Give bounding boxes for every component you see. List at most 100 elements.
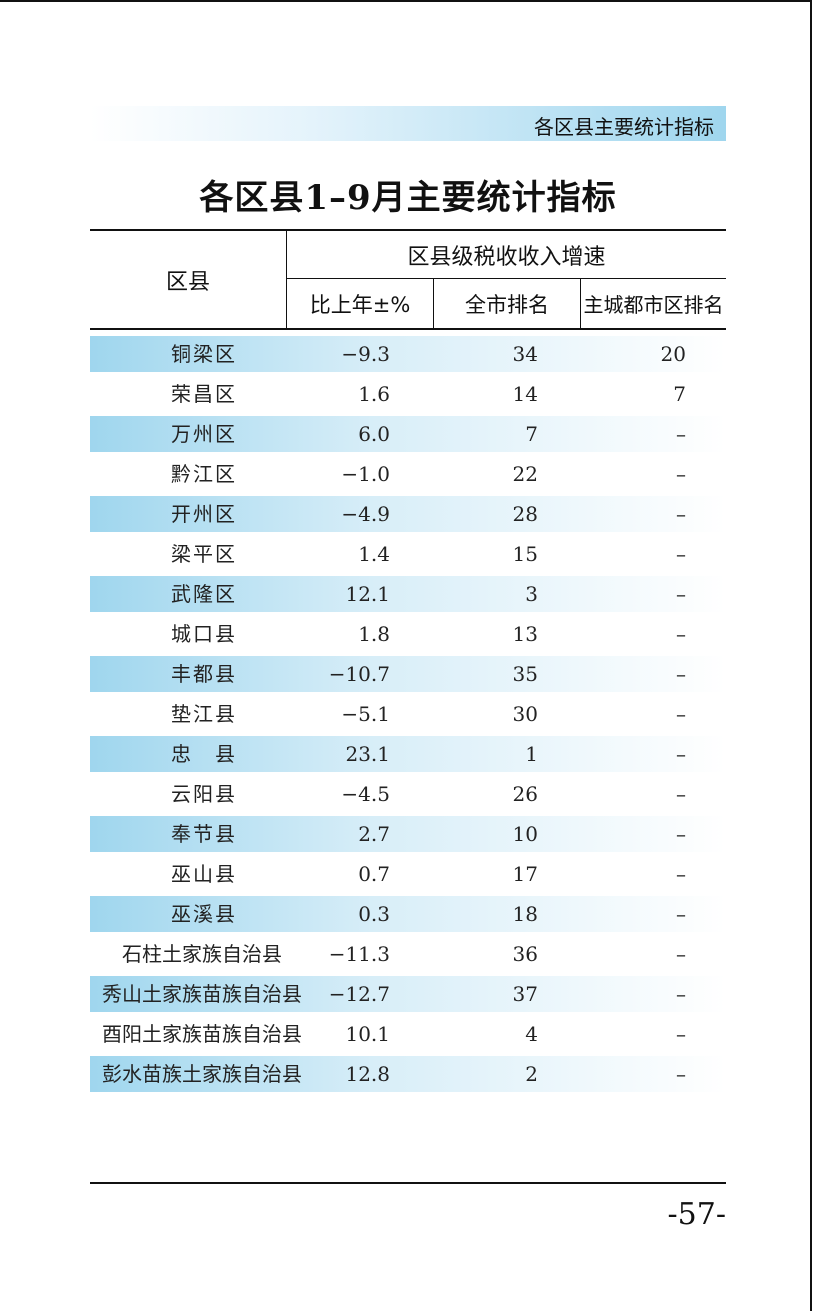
- table-row: 荣昌区 1.6 14 7: [90, 376, 726, 412]
- table-row: 酉阳土家族苗族自治县 10.1 4 –: [90, 1016, 726, 1052]
- main-rank-value: –: [676, 422, 686, 446]
- table-row: 丰都县 −10.7 35 –: [90, 656, 726, 692]
- pct-change-value: 10.1: [345, 1022, 390, 1046]
- region-name: 忠 县: [171, 742, 237, 766]
- page-title: 各区县1–9月主要统计指标: [199, 178, 617, 218]
- pct-change-value: 1.8: [358, 622, 390, 646]
- city-rank-value: 13: [512, 622, 538, 646]
- main-rank-value: –: [676, 1022, 686, 1046]
- main-rank-value: 20: [660, 342, 686, 366]
- main-rank-value: –: [676, 542, 686, 566]
- pct-change-value: −4.9: [341, 502, 390, 526]
- table-row: 万州区 6.0 7 –: [90, 416, 726, 452]
- main-rank-value: –: [676, 462, 686, 486]
- region-name: 黔江区: [171, 462, 237, 486]
- city-rank-value: 3: [525, 582, 538, 606]
- table-row: 黔江区 −1.0 22 –: [90, 456, 726, 492]
- city-rank-value: 30: [512, 702, 538, 726]
- pct-change-value: −9.3: [341, 342, 390, 366]
- city-rank-value: 10: [512, 822, 538, 846]
- region-name: 石柱土家族自治县: [122, 942, 282, 966]
- main-rank-value: –: [676, 662, 686, 686]
- region-name: 万州区: [171, 422, 237, 446]
- city-rank-value: 2: [525, 1062, 538, 1086]
- region-name: 丰都县: [171, 662, 237, 686]
- running-header: 各区县主要统计指标: [534, 115, 714, 139]
- city-rank-value: 17: [512, 862, 538, 886]
- running-header-band: 各区县主要统计指标: [90, 106, 726, 141]
- pct-change-value: 6.0: [358, 422, 390, 446]
- region-name: 梁平区: [171, 542, 237, 566]
- city-rank-value: 37: [512, 982, 538, 1006]
- main-rank-value: –: [676, 702, 686, 726]
- table-row: 城口县 1.8 13 –: [90, 616, 726, 652]
- table-row: 巫山县 0.7 17 –: [90, 856, 726, 892]
- city-rank-value: 1: [525, 742, 538, 766]
- table-row: 忠 县 23.1 1 –: [90, 736, 726, 772]
- table-row: 铜梁区 −9.3 34 20: [90, 336, 726, 372]
- table-row: 云阳县 −4.5 26 –: [90, 776, 726, 812]
- main-rank-value: –: [676, 862, 686, 886]
- pct-change-value: −12.7: [328, 982, 390, 1006]
- pct-change-value: −10.7: [328, 662, 390, 686]
- main-rank-value: –: [676, 622, 686, 646]
- city-rank-value: 14: [512, 382, 538, 406]
- table-row: 石柱土家族自治县 −11.3 36 –: [90, 936, 726, 972]
- table-row: 梁平区 1.4 15 –: [90, 536, 726, 572]
- region-name: 秀山土家族苗族自治县: [102, 982, 302, 1006]
- city-rank-value: 26: [512, 782, 538, 806]
- table-header: 区县 区县级税收收入增速 比上年±% 全市排名 主城都市区排名: [90, 229, 726, 330]
- header-city-rank: 全市排名: [434, 279, 581, 328]
- region-name: 武隆区: [171, 582, 237, 606]
- main-rank-value: –: [676, 582, 686, 606]
- pct-change-value: 1.6: [358, 382, 390, 406]
- city-rank-value: 35: [512, 662, 538, 686]
- city-rank-value: 7: [525, 422, 538, 446]
- city-rank-value: 4: [525, 1022, 538, 1046]
- region-name: 巫溪县: [171, 902, 237, 926]
- table-row: 巫溪县 0.3 18 –: [90, 896, 726, 932]
- pct-change-value: 12.1: [345, 582, 390, 606]
- main-rank-value: –: [676, 902, 686, 926]
- region-name: 云阳县: [171, 782, 237, 806]
- pct-change-value: 12.8: [345, 1062, 390, 1086]
- region-name: 巫山县: [171, 862, 237, 886]
- region-name: 垫江县: [171, 702, 237, 726]
- main-rank-value: –: [676, 982, 686, 1006]
- pct-change-value: −11.3: [328, 942, 390, 966]
- table-row: 秀山土家族苗族自治县 −12.7 37 –: [90, 976, 726, 1012]
- main-rank-value: –: [676, 942, 686, 966]
- footer-rule: [90, 1182, 726, 1184]
- region-name: 开州区: [171, 502, 237, 526]
- table-body: 铜梁区 −9.3 34 20 荣昌区 1.6 14 7 万州区 6.0 7– 黔江区 −1.0 22– 开州…: [90, 336, 726, 1096]
- table-row: 武隆区 12.1 3 –: [90, 576, 726, 612]
- main-rank-value: 7: [673, 382, 686, 406]
- pct-change-value: 0.7: [358, 862, 390, 886]
- region-name: 荣昌区: [171, 382, 237, 406]
- city-rank-value: 22: [512, 462, 538, 486]
- region-name: 酉阳土家族苗族自治县: [102, 1022, 302, 1046]
- city-rank-value: 36: [512, 942, 538, 966]
- pct-change-value: −5.1: [341, 702, 390, 726]
- main-rank-value: –: [676, 742, 686, 766]
- region-name: 城口县: [171, 622, 237, 646]
- page-number: -57-: [667, 1197, 726, 1232]
- region-name: 彭水苗族土家族自治县: [102, 1062, 302, 1086]
- pct-change-value: 2.7: [358, 822, 390, 846]
- main-rank-value: –: [676, 1062, 686, 1086]
- header-main-rank: 主城都市区排名: [583, 293, 724, 317]
- city-rank-value: 34: [512, 342, 538, 366]
- region-name: 奉节县: [171, 822, 237, 846]
- region-name: 铜梁区: [171, 342, 237, 366]
- pct-change-value: 23.1: [345, 742, 390, 766]
- header-region: 区县: [90, 231, 287, 328]
- table-row: 彭水苗族土家族自治县 12.8 2 –: [90, 1056, 726, 1092]
- table-row: 奉节县 2.7 10 –: [90, 816, 726, 852]
- header-tax-growth: 区县级税收收入增速: [287, 231, 726, 279]
- pct-change-value: 1.4: [358, 542, 390, 566]
- pct-change-value: −4.5: [341, 782, 390, 806]
- pct-change-value: 0.3: [358, 902, 390, 926]
- pct-change-value: −1.0: [341, 462, 390, 486]
- city-rank-value: 18: [512, 902, 538, 926]
- city-rank-value: 28: [512, 502, 538, 526]
